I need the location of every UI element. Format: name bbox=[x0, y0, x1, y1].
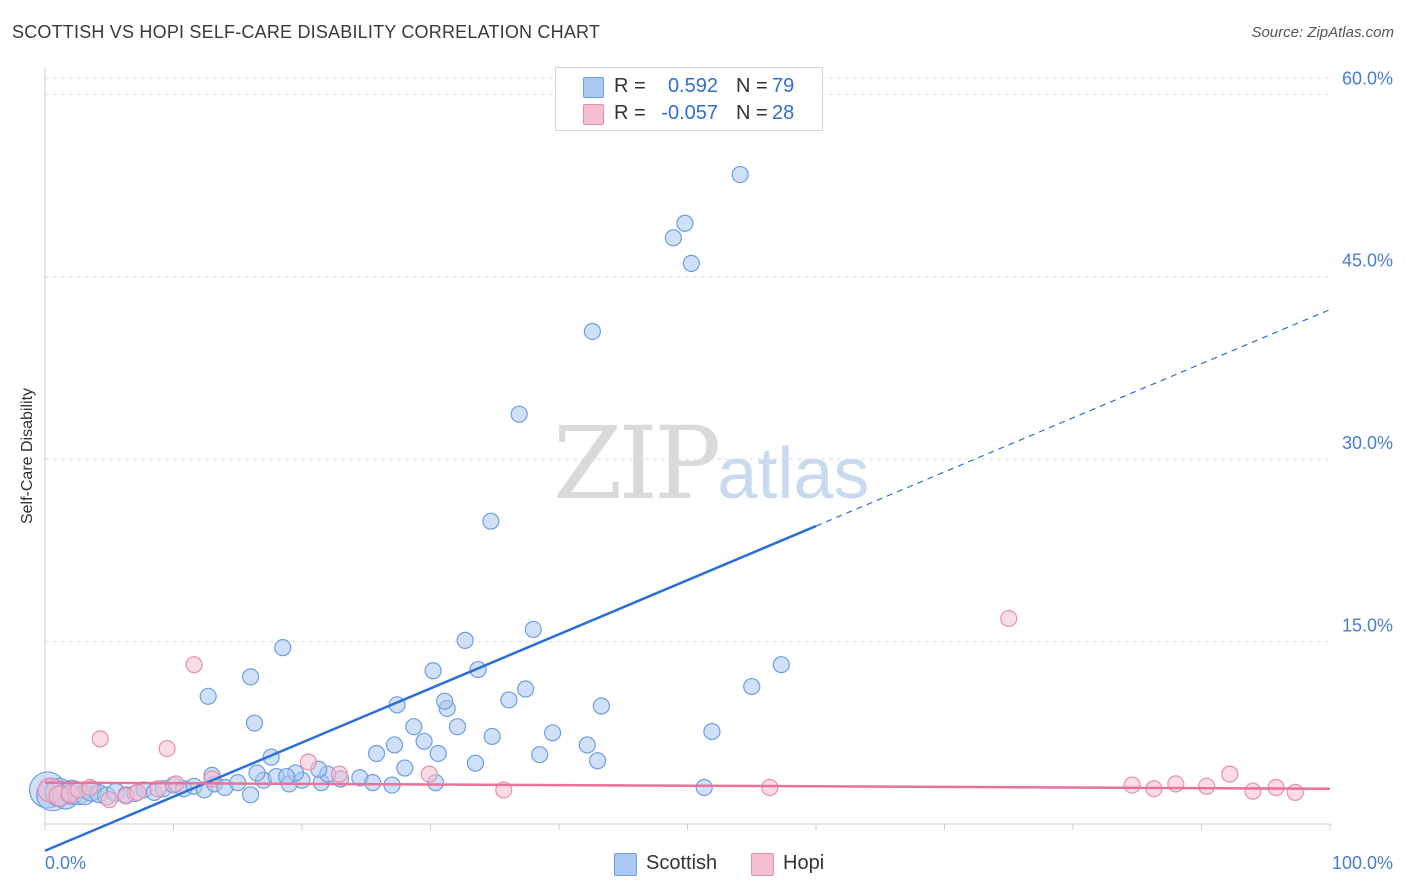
scottish-point bbox=[510, 405, 528, 423]
hopi-point bbox=[1123, 776, 1141, 794]
stats-box: R = 0.592 N = 79 R = -0.057 N = 28 bbox=[555, 67, 823, 131]
scottish-point bbox=[703, 722, 721, 741]
scottish-point bbox=[543, 724, 562, 742]
hopi-point bbox=[185, 656, 203, 674]
scottish-point bbox=[772, 656, 790, 674]
scottish-point bbox=[429, 744, 447, 763]
stats-row-scottish: R = 0.592 N = 79 bbox=[556, 74, 822, 102]
hopi-point bbox=[149, 780, 167, 798]
hopi-point bbox=[100, 791, 118, 809]
y-tick-label: 15.0% bbox=[1342, 616, 1393, 636]
hopi-point bbox=[761, 778, 779, 797]
r-value: -0.057 bbox=[661, 102, 718, 124]
x-tick-label: 0.0% bbox=[45, 853, 86, 873]
scottish-point bbox=[436, 692, 454, 710]
scottish-point bbox=[731, 165, 749, 184]
watermark-zip: ZIP bbox=[553, 405, 721, 522]
scottish-swatch bbox=[583, 77, 604, 98]
hopi-point bbox=[1198, 777, 1216, 795]
scottish-point bbox=[664, 229, 682, 247]
source-label: Source: ZipAtlas.com bbox=[1251, 24, 1394, 41]
hopi-point bbox=[299, 753, 318, 771]
x-tick-label: 100.0% bbox=[1332, 853, 1393, 873]
watermark-atlas: atlas bbox=[717, 434, 870, 514]
hopi-point bbox=[420, 765, 438, 783]
scottish-point bbox=[695, 778, 713, 797]
scottish-point bbox=[248, 764, 266, 782]
y-tick-label: 30.0% bbox=[1342, 433, 1393, 453]
scottish-point bbox=[245, 714, 264, 732]
y-tick-label: 60.0% bbox=[1342, 68, 1393, 88]
scottish-trend-line bbox=[44, 524, 817, 852]
scottish-point bbox=[385, 736, 404, 754]
scottish-point bbox=[524, 620, 542, 639]
r-label: R = bbox=[614, 75, 646, 97]
hopi-point bbox=[330, 765, 348, 783]
legend-label: Hopi bbox=[783, 852, 825, 874]
scottish-point bbox=[466, 754, 485, 772]
scottish-point bbox=[277, 767, 296, 786]
scottish-point bbox=[367, 744, 386, 763]
scottish-point bbox=[456, 631, 474, 649]
scottish-point bbox=[242, 668, 260, 686]
hopi-point bbox=[1000, 609, 1018, 628]
scottish-point bbox=[199, 687, 217, 705]
watermark: ZIPatlas bbox=[553, 405, 869, 522]
hopi-point bbox=[91, 730, 109, 748]
scottish-legend-swatch bbox=[614, 853, 637, 876]
scottish-point bbox=[592, 697, 611, 715]
hopi-point bbox=[128, 783, 147, 801]
scottish-point bbox=[364, 774, 382, 792]
hopi-point bbox=[158, 739, 176, 758]
hopi-trend-line bbox=[44, 781, 1331, 790]
scottish-point bbox=[676, 214, 694, 232]
scottish-point bbox=[415, 732, 433, 750]
r-label: R = bbox=[614, 102, 646, 124]
scottish-point bbox=[516, 680, 535, 698]
hopi-point bbox=[1286, 783, 1304, 801]
hopi-point bbox=[1167, 775, 1185, 793]
scottish-point bbox=[482, 512, 500, 530]
scottish-point bbox=[578, 736, 596, 754]
n-label: N = bbox=[736, 102, 768, 124]
scottish-point bbox=[682, 254, 700, 272]
stats-row-hopi: R = -0.057 N = 28 bbox=[556, 101, 822, 129]
n-value: 28 bbox=[772, 102, 795, 124]
r-value: 0.592 bbox=[667, 75, 718, 97]
scottish-point bbox=[500, 691, 518, 709]
hopi-point bbox=[1221, 765, 1239, 783]
scottish-point bbox=[583, 322, 602, 341]
scottish-point bbox=[405, 718, 423, 736]
scottish-point bbox=[396, 759, 414, 777]
hopi-point bbox=[1244, 782, 1262, 800]
hopi-legend-swatch bbox=[751, 853, 774, 876]
scottish-trend-extension bbox=[815, 309, 1331, 527]
scottish-point bbox=[483, 727, 501, 746]
scottish-point bbox=[588, 752, 607, 770]
chart-title: SCOTTISH VS HOPI SELF-CARE DISABILITY CO… bbox=[12, 22, 601, 42]
scottish-point bbox=[242, 786, 260, 804]
n-value: 79 bbox=[772, 75, 795, 97]
scottish-point bbox=[448, 718, 467, 736]
y-tick-label: 45.0% bbox=[1342, 251, 1393, 271]
legend-label: Scottish bbox=[646, 852, 718, 874]
hopi-swatch bbox=[583, 104, 604, 125]
scottish-point bbox=[424, 662, 442, 680]
scottish-point bbox=[531, 746, 549, 764]
scottish-point bbox=[743, 677, 761, 696]
n-label: N = bbox=[736, 75, 768, 97]
scottish-point bbox=[274, 639, 292, 657]
